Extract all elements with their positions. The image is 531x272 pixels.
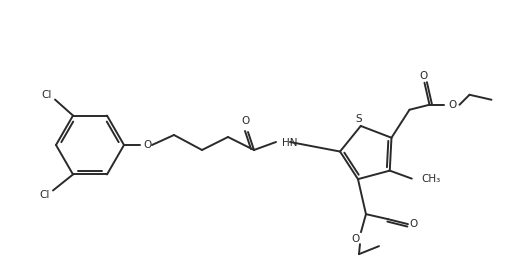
Text: O: O	[241, 116, 249, 126]
Text: HN: HN	[282, 138, 297, 148]
Text: O: O	[352, 234, 360, 244]
Text: Cl: Cl	[40, 190, 50, 200]
Text: O: O	[410, 219, 418, 229]
Text: O: O	[143, 140, 151, 150]
Text: Cl: Cl	[42, 89, 52, 100]
Text: O: O	[419, 71, 427, 81]
Text: S: S	[355, 114, 362, 124]
Text: O: O	[448, 100, 457, 110]
Text: CH₃: CH₃	[422, 174, 441, 184]
